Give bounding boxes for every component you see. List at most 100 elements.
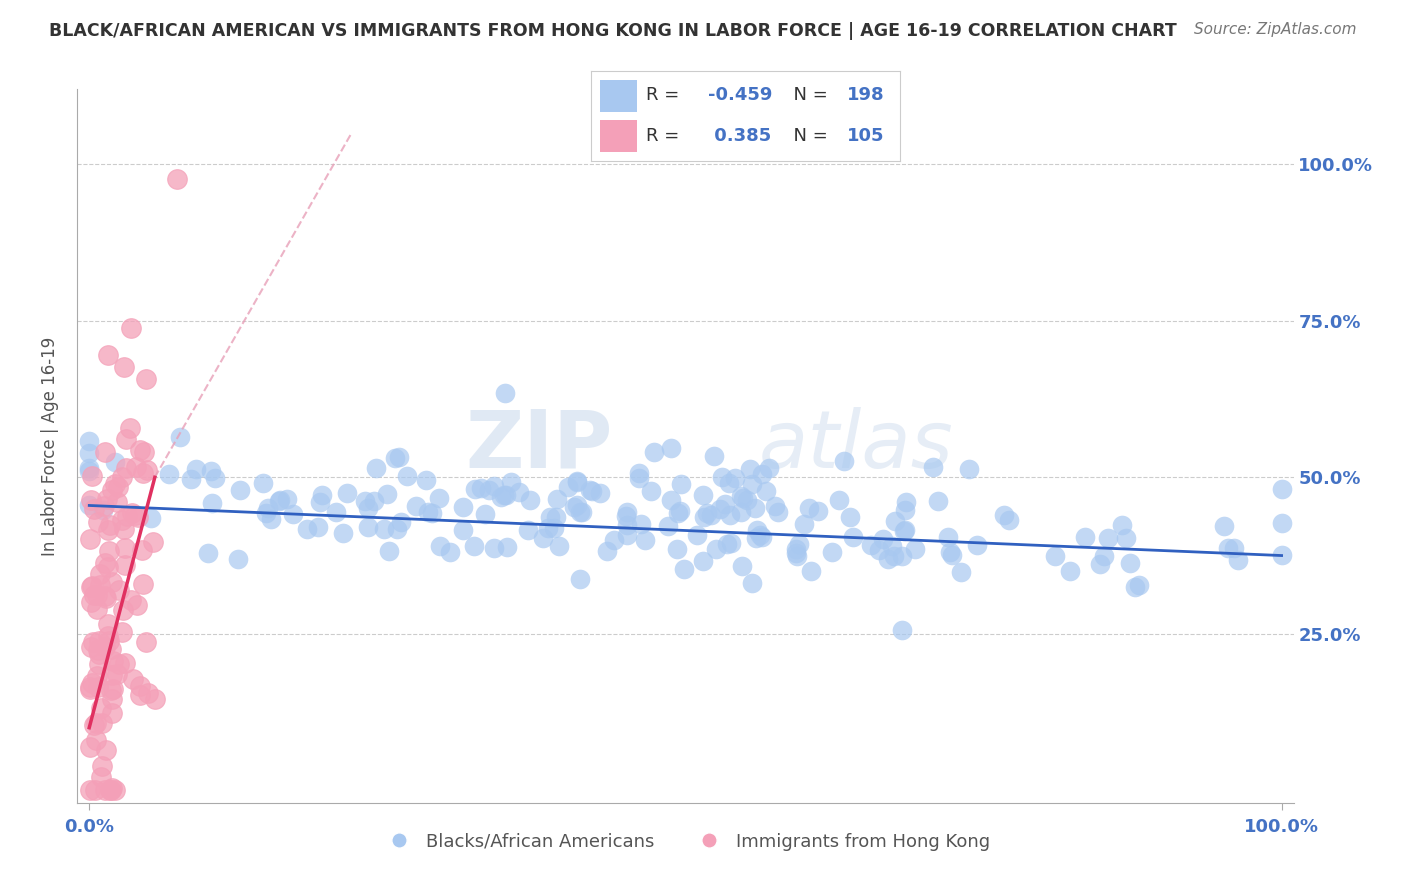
Point xyxy=(121,506,143,520)
Point xyxy=(94,783,117,797)
Point xyxy=(730,505,752,519)
Bar xyxy=(600,120,637,152)
Point xyxy=(463,539,485,553)
Point xyxy=(114,558,136,572)
Point xyxy=(939,545,962,559)
Point xyxy=(169,430,191,444)
Point xyxy=(1223,541,1246,556)
Point xyxy=(77,446,100,460)
Point xyxy=(731,558,754,573)
Point xyxy=(537,521,560,535)
Point xyxy=(132,577,155,591)
Point xyxy=(659,492,682,507)
Text: 198: 198 xyxy=(848,87,884,104)
Point xyxy=(657,518,679,533)
Point xyxy=(880,539,903,553)
Point xyxy=(94,591,117,606)
Point xyxy=(101,706,124,720)
Point xyxy=(546,509,568,524)
Point xyxy=(281,507,304,521)
Text: Source: ZipAtlas.com: Source: ZipAtlas.com xyxy=(1194,22,1357,37)
Point xyxy=(89,633,111,648)
Point xyxy=(128,679,150,693)
Point xyxy=(105,666,128,681)
Text: BLACK/AFRICAN AMERICAN VS IMMIGRANTS FROM HONG KONG IN LABOR FORCE | AGE 16-19 C: BLACK/AFRICAN AMERICAN VS IMMIGRANTS FRO… xyxy=(49,22,1177,40)
Point xyxy=(787,537,810,551)
Point xyxy=(557,480,579,494)
Point xyxy=(785,541,807,556)
Point xyxy=(91,503,114,517)
Point xyxy=(132,445,155,459)
Point xyxy=(640,483,662,498)
Point xyxy=(716,537,738,551)
Point xyxy=(94,590,117,604)
Point xyxy=(1123,580,1146,594)
Point xyxy=(200,464,222,478)
Point xyxy=(1128,578,1150,592)
Point xyxy=(311,488,333,502)
Point xyxy=(295,522,318,536)
Point xyxy=(91,716,114,731)
Point xyxy=(720,536,742,550)
Point xyxy=(80,468,103,483)
Point xyxy=(115,432,138,446)
Point xyxy=(97,348,120,362)
Point xyxy=(478,483,501,497)
Point xyxy=(101,692,124,706)
Point xyxy=(420,506,443,520)
Point xyxy=(659,442,682,456)
Point xyxy=(704,541,727,556)
Point xyxy=(267,494,290,508)
Point xyxy=(832,454,855,468)
Point xyxy=(1092,549,1115,563)
Point xyxy=(100,780,122,795)
Point xyxy=(616,517,638,532)
Point xyxy=(269,492,291,507)
Point xyxy=(508,485,530,500)
Point xyxy=(260,511,283,525)
Point xyxy=(1097,531,1119,545)
Point xyxy=(1090,558,1112,572)
Point xyxy=(389,516,412,530)
Point xyxy=(666,507,689,521)
Point xyxy=(135,463,157,477)
Point xyxy=(127,599,149,613)
Y-axis label: In Labor Force | Age 16-19: In Labor Force | Age 16-19 xyxy=(41,336,59,556)
Point xyxy=(766,505,789,519)
Point xyxy=(131,542,153,557)
Point xyxy=(474,508,496,522)
Point xyxy=(114,657,136,671)
Point xyxy=(115,461,138,475)
Point xyxy=(718,508,741,522)
Point xyxy=(142,535,165,549)
Point xyxy=(373,522,395,536)
Point xyxy=(79,493,101,508)
Point xyxy=(820,545,842,559)
Point xyxy=(83,718,105,732)
Point xyxy=(204,470,226,484)
Point xyxy=(357,520,380,534)
Point xyxy=(83,783,105,797)
Point xyxy=(470,482,492,496)
Point xyxy=(842,530,865,544)
Point xyxy=(135,635,157,649)
Point xyxy=(596,543,619,558)
Point xyxy=(807,504,830,518)
Point xyxy=(565,474,588,488)
Point xyxy=(1115,531,1137,545)
Point xyxy=(699,508,721,523)
Point xyxy=(103,681,125,696)
Point xyxy=(325,505,347,519)
Point xyxy=(839,510,862,524)
Point xyxy=(79,533,101,547)
Point xyxy=(129,688,152,702)
Text: N =: N = xyxy=(782,87,834,104)
Point xyxy=(883,514,905,528)
Point xyxy=(429,539,451,553)
Point xyxy=(603,533,626,548)
Point xyxy=(793,517,815,532)
Point xyxy=(79,595,101,609)
Point xyxy=(616,528,638,542)
Point xyxy=(97,524,120,538)
Point xyxy=(226,552,249,566)
